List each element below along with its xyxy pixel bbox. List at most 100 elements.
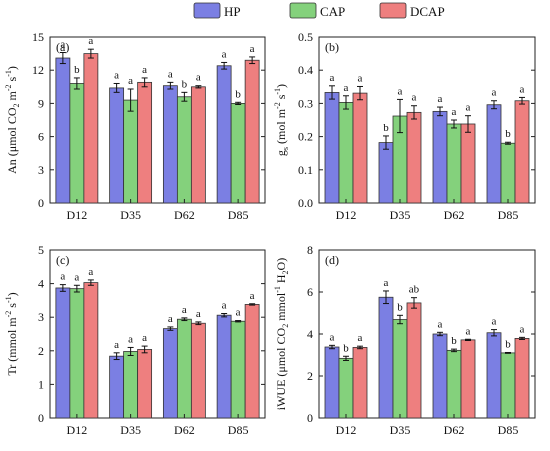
y-tick-label: 2 [38, 344, 44, 358]
y-tick-label: 12 [32, 63, 44, 77]
y-axis-title-part: -1 [4, 296, 13, 303]
legend-label-hp: HP [224, 4, 241, 19]
significance-letter: a [492, 316, 497, 328]
bar-dcap-d62 [460, 123, 476, 204]
significance-letter: a [344, 82, 349, 94]
significance-letter: a [250, 290, 255, 302]
legend: HP CAP DCAP [193, 2, 445, 19]
bar-dcap-d12 [352, 92, 368, 204]
bar-dcap-d85 [514, 338, 530, 419]
bar-cap-d35 [392, 319, 408, 419]
y-tick-label: 0 [307, 411, 313, 425]
bar-hp-d62 [432, 333, 448, 419]
bar-hp-d35 [378, 142, 394, 204]
x-tick-label: D62 [444, 423, 465, 437]
bar-dcap-d35 [137, 349, 153, 419]
legend-label-dcap: DCAP [410, 4, 445, 19]
bar-cap-d62 [176, 96, 192, 204]
y-axis-title-part: -1 [4, 70, 13, 77]
bar-dcap-d62 [190, 86, 206, 204]
significance-letter: a [74, 271, 79, 283]
bar-cap-d85 [500, 142, 516, 204]
y-axis-title: iWUE (μmol CO2 mmol-1 H2O) [273, 258, 290, 410]
x-tick-label: D85 [228, 208, 249, 222]
significance-letter: a [438, 93, 443, 105]
y-axis-title-part: -2 [4, 84, 13, 91]
x-tick-label: D85 [498, 208, 519, 222]
bar-hp-d12 [324, 92, 340, 204]
panel-label: (d) [325, 253, 339, 267]
y-tick-label: 9 [38, 96, 44, 110]
significance-letter: a [520, 323, 525, 335]
bar-dcap-d62 [190, 322, 206, 419]
chart-panel-b: 0.00.10.20.30.40.5(b)gs (mol m-2 s-1)aaa… [273, 30, 536, 222]
y-tick-label: 1 [38, 377, 44, 391]
x-tick-label: D62 [174, 423, 195, 437]
significance-letter: b [343, 342, 349, 354]
y-axis-title-part: 2 [281, 324, 290, 328]
bar-dcap-d12 [83, 53, 99, 204]
significance-letter: a [236, 307, 241, 319]
significance-letter: a [384, 277, 389, 289]
bar-hp-d85 [486, 104, 502, 204]
y-axis-title-part: ) [5, 292, 19, 296]
significance-letter: a [466, 325, 471, 337]
bar-cap-d62 [176, 318, 192, 419]
bar-hp-d12 [55, 287, 71, 419]
significance-letter: a [412, 92, 417, 104]
legend-label-cap: CAP [320, 4, 345, 19]
plot-frame [49, 36, 266, 204]
bar-dcap-d62 [460, 339, 476, 419]
bar-dcap-d35 [406, 111, 422, 204]
x-tick-label: D35 [120, 208, 141, 222]
y-tick-label: 0.4 [298, 63, 313, 77]
y-axis-title-part: ) [274, 84, 288, 88]
bar-dcap-d12 [83, 282, 99, 419]
y-axis-title: An (μmol CO2 m-2 s-1) [4, 66, 21, 174]
significance-letter: b [505, 128, 511, 140]
bar-cap-d12 [338, 357, 354, 419]
y-tick-label: 2 [307, 369, 313, 383]
significance-letter: b [74, 64, 80, 76]
significance-letter: b [383, 122, 389, 134]
significance-letter: a [168, 313, 173, 325]
bar-cap-d62 [446, 123, 462, 204]
y-tick-label: 0 [38, 196, 44, 210]
x-tick-label: D12 [336, 208, 357, 222]
x-tick-label: D85 [498, 423, 519, 437]
y-axis-title-part: g [274, 150, 288, 156]
significance-letter: a [330, 72, 335, 84]
bar-hp-d62 [162, 328, 178, 419]
significance-letter: a [358, 72, 363, 84]
y-axis-title-part: ) [5, 66, 19, 70]
y-axis-title-part: s [5, 76, 19, 84]
significance-letter: a [466, 102, 471, 114]
y-tick-label: 8 [307, 243, 313, 257]
y-axis-title-part: -1 [273, 88, 282, 95]
bar-cap-d62 [446, 349, 462, 419]
bar-hp-d12 [324, 346, 340, 419]
x-tick-label: D62 [174, 208, 195, 222]
bar-hp-d35 [378, 296, 394, 419]
y-tick-label: 0.2 [298, 130, 313, 144]
y-axis-title-part: Tr (mmol m [5, 317, 19, 376]
significance-letter: a [492, 87, 497, 99]
y-axis-title-part: -2 [4, 311, 13, 318]
y-axis-title-part: 2 [12, 103, 21, 107]
significance-letter: a [142, 332, 147, 344]
y-tick-label: 0.5 [298, 30, 313, 44]
y-tick-label: 0.0 [298, 196, 313, 210]
significance-letter: b [505, 338, 511, 350]
significance-letter: a [114, 69, 119, 81]
y-axis-title-part: -1 [273, 286, 282, 293]
bar-cap-d12 [69, 288, 85, 419]
x-tick-label: D62 [444, 208, 465, 222]
y-axis-title: Tr (mmol m-2 s-1) [4, 292, 19, 375]
significance-letter: a [222, 48, 227, 60]
significance-letter: a [398, 85, 403, 97]
bar-dcap-d85 [514, 100, 530, 204]
